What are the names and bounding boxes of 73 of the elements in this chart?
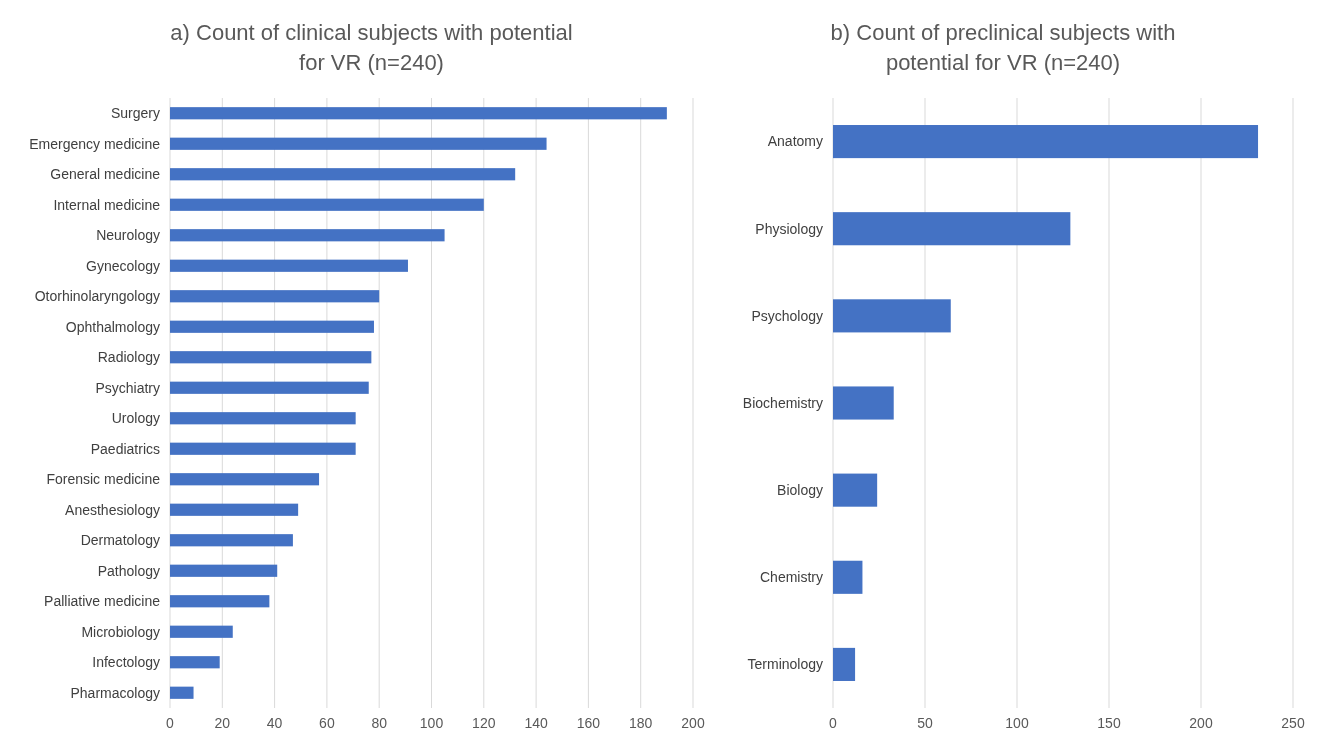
bar	[170, 107, 667, 120]
x-tick-label: 20	[214, 715, 231, 731]
y-tick-label: Anatomy	[767, 133, 823, 150]
bar	[833, 473, 878, 507]
bar	[170, 381, 369, 394]
bar	[170, 137, 547, 150]
y-tick-label: Microbiology	[81, 623, 160, 640]
bar	[170, 351, 372, 364]
x-tick-label: 200	[1189, 715, 1213, 731]
x-tick-label: 180	[629, 715, 653, 731]
bar	[833, 125, 1259, 159]
x-tick-label: 0	[829, 715, 838, 731]
bar	[170, 534, 293, 547]
bar	[170, 564, 278, 577]
bar	[833, 560, 863, 594]
bar	[170, 412, 356, 425]
bar	[170, 442, 356, 455]
x-tick-label: 60	[319, 715, 335, 731]
chart-title: a) Count of clinical subjects with potential for VR (n=240)	[170, 20, 573, 75]
bar	[170, 503, 299, 516]
bar	[170, 198, 484, 211]
x-tick-label: 100	[419, 715, 444, 731]
x-tick-label: 120	[472, 715, 496, 731]
bar	[170, 625, 233, 638]
chart-title: b) Count of preclinical subjects with potential for VR (n=240)	[830, 20, 1176, 75]
x-tick-label: 150	[1097, 715, 1121, 731]
bar	[170, 229, 445, 242]
y-tick-label: Psychology	[751, 307, 823, 324]
y-tick-label: Physiology	[755, 220, 823, 237]
y-tick-label: Terminology	[747, 656, 823, 673]
y-tick-label: Biology	[777, 482, 823, 499]
y-tick-label: Biochemistry	[742, 394, 823, 411]
bar	[170, 595, 270, 608]
y-tick-label: Dermatology	[80, 532, 160, 549]
y-tick-label: Anesthesiology	[65, 501, 160, 518]
y-tick-label: Pathology	[97, 562, 160, 579]
bar	[833, 212, 1071, 246]
y-tick-label: Surgery	[110, 105, 160, 122]
bar	[833, 647, 856, 681]
y-tick-label: Psychiatry	[95, 379, 160, 396]
y-tick-label: Paediatrics	[90, 440, 160, 457]
x-tick-label: 50	[917, 715, 933, 731]
y-tick-label: Pharmacology	[70, 684, 160, 701]
y-tick-label: Palliative medicine	[44, 593, 161, 610]
y-tick-label: Urology	[111, 410, 160, 427]
y-tick-label: Gynecology	[86, 257, 160, 274]
y-tick-label: Otorhinolaryngology	[34, 288, 160, 305]
y-tick-label: Internal medicine	[53, 196, 161, 213]
y-tick-label: Chemistry	[759, 569, 823, 586]
bar	[170, 686, 194, 699]
y-tick-label: Forensic medicine	[46, 471, 161, 488]
bar	[833, 299, 951, 333]
bar	[170, 320, 374, 333]
y-tick-label: Emergency medicine	[29, 135, 161, 152]
x-tick-label: 80	[371, 715, 388, 731]
x-tick-label: 160	[576, 715, 601, 731]
bar	[170, 259, 408, 272]
bar	[170, 290, 380, 303]
bar	[170, 168, 516, 181]
x-tick-label: 200	[681, 715, 705, 731]
y-tick-label: Ophthalmology	[65, 318, 160, 335]
y-tick-label: Neurology	[96, 227, 160, 244]
bar	[833, 386, 894, 420]
x-tick-label: 100	[1005, 715, 1029, 731]
y-tick-label: Radiology	[97, 349, 160, 366]
y-tick-label: Infectology	[92, 654, 160, 671]
x-tick-label: 40	[266, 715, 283, 731]
bar	[170, 473, 320, 486]
x-tick-label: 0	[166, 715, 175, 731]
bar	[170, 656, 220, 669]
x-tick-label: 250	[1281, 715, 1305, 731]
y-tick-label: General medicine	[50, 166, 161, 183]
x-tick-label: 140	[524, 715, 548, 731]
